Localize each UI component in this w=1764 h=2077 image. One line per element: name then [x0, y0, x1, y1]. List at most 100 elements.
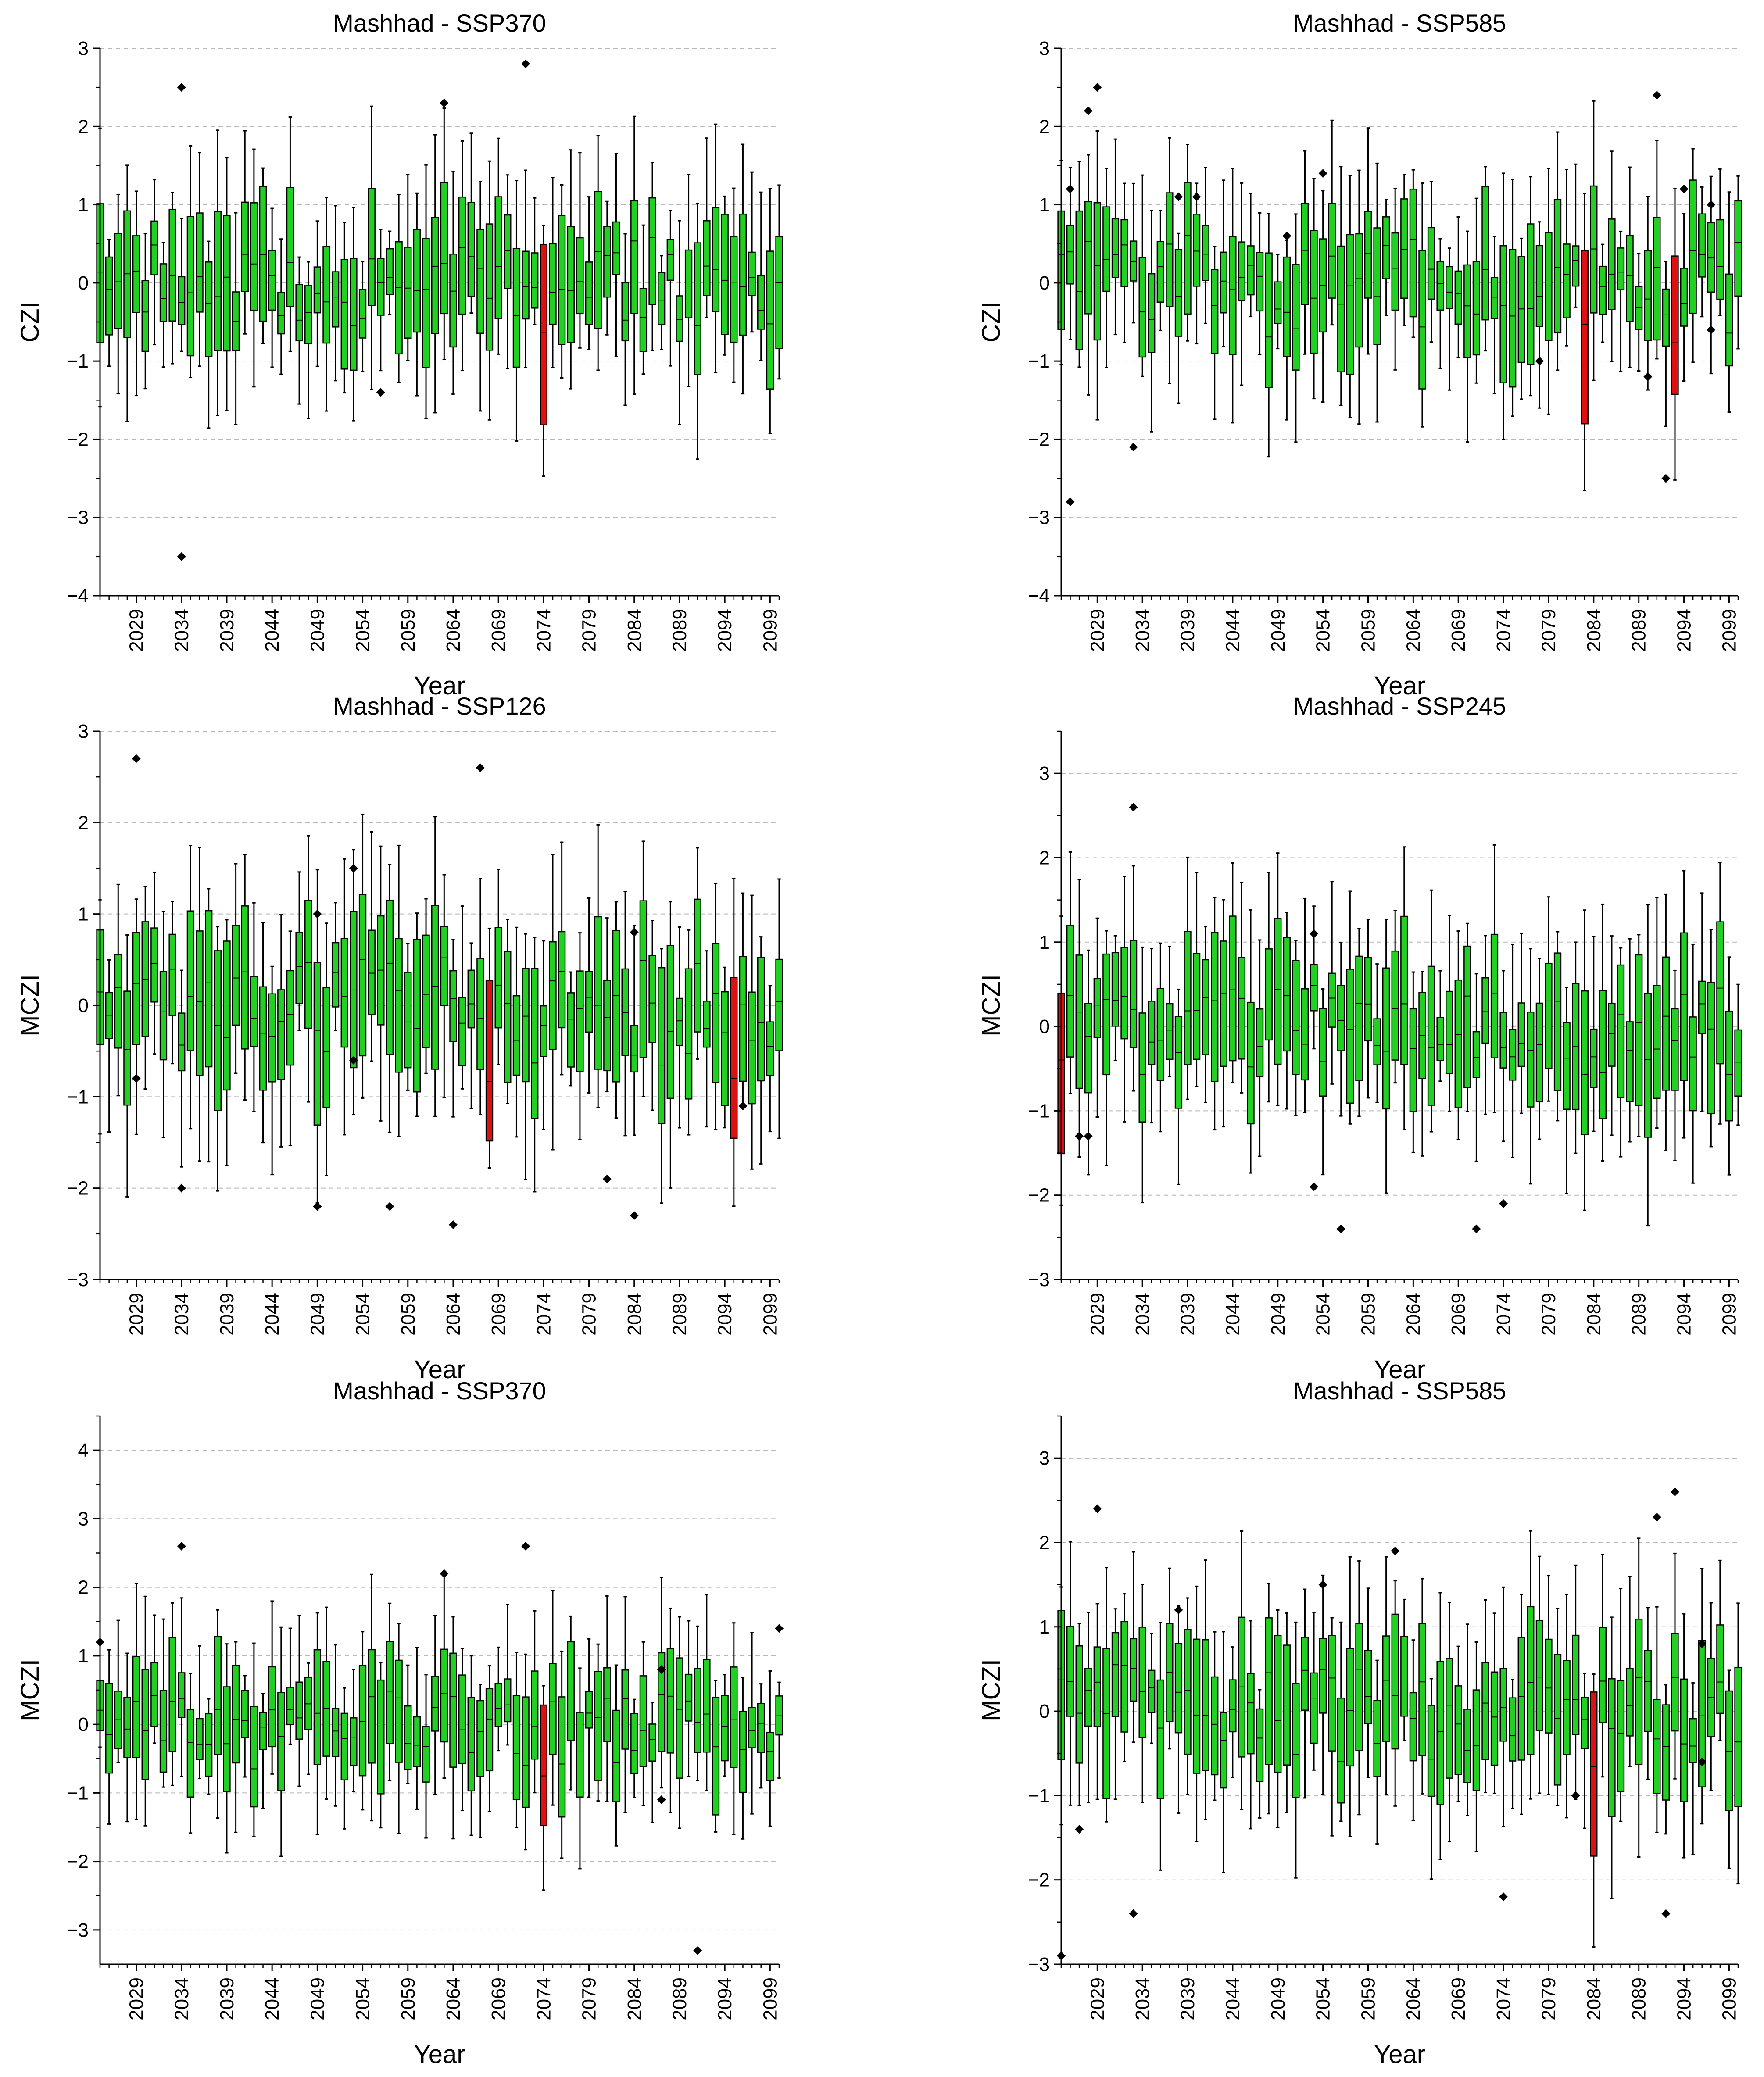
box-2030	[1102, 206, 1110, 292]
y-tick-label: 2	[1039, 116, 1050, 137]
box-2093	[712, 943, 720, 1083]
x-axis-label: Year	[414, 1355, 465, 1384]
box-2042	[1211, 1676, 1219, 1776]
outlier-point	[177, 1183, 186, 1193]
box-2040	[1192, 953, 1201, 1060]
box-2070	[1463, 264, 1471, 358]
x-tick-label: 2059	[1357, 1977, 1379, 2020]
box-2092	[1662, 288, 1670, 347]
x-tick-label: 2084	[1583, 609, 1605, 652]
box-2027	[1075, 210, 1083, 350]
box-2064	[449, 253, 457, 348]
box-2094	[721, 1695, 729, 1762]
box-2053	[350, 258, 358, 371]
box-2086	[648, 955, 656, 1043]
box-2076	[1517, 1002, 1525, 1067]
box-2098	[757, 1703, 765, 1753]
box-2044	[1229, 915, 1237, 1062]
box-2091	[694, 242, 701, 375]
x-tick-label: 2084	[624, 1977, 645, 2020]
box-2077	[567, 226, 575, 343]
y-tick-label: 0	[1039, 1701, 1050, 1722]
box-2058	[1355, 233, 1363, 348]
box-2049	[1274, 1635, 1282, 1773]
box-2095	[1689, 179, 1697, 314]
box-2037	[204, 1713, 213, 1777]
box-2054	[1319, 1638, 1327, 1714]
x-tick-label: 2054	[1313, 609, 1334, 652]
box-2032	[159, 1690, 168, 1773]
box-2060	[413, 229, 421, 333]
x-tick-label: 2089	[1628, 609, 1650, 652]
box-2029	[132, 1656, 140, 1758]
box-2027	[114, 233, 122, 329]
outlier-point	[1697, 1757, 1707, 1766]
box-2065	[458, 196, 466, 315]
x-tick-label: 2054	[1313, 1293, 1334, 1336]
box-2053	[350, 911, 358, 1069]
outlier-point	[1499, 1199, 1508, 1208]
box-2090	[1644, 993, 1652, 1138]
box-2033	[1129, 240, 1138, 282]
x-tick-label: 2069	[488, 609, 509, 652]
x-tick-label: 2029	[126, 1977, 147, 2020]
y-tick-label: −1	[67, 1782, 89, 1804]
box-2052	[340, 1712, 348, 1781]
x-tick-label: 2039	[1177, 609, 1199, 652]
box-2065	[458, 997, 466, 1067]
chart-title: Mashhad - SSP126	[333, 692, 546, 720]
box-2059	[1364, 957, 1372, 1042]
box-2078	[576, 1712, 584, 1798]
box-2037	[1166, 192, 1174, 307]
box-2060	[1373, 227, 1381, 345]
box-2041	[1202, 1639, 1209, 1771]
box-2060	[1373, 1018, 1381, 1065]
box-2064	[449, 970, 457, 1042]
box-2050	[1283, 937, 1291, 1052]
box-2053	[1310, 1672, 1318, 1744]
y-axis-label: MCZI	[16, 974, 44, 1037]
box-2077	[567, 1641, 575, 1741]
box-2052	[1301, 203, 1309, 305]
box-2082	[612, 930, 620, 1083]
box-2043	[259, 186, 267, 322]
x-tick-label: 2039	[216, 1977, 238, 2020]
box-2068	[485, 223, 494, 351]
x-tick-label: 2079	[579, 609, 600, 652]
box-2052	[1301, 1637, 1309, 1711]
box-2080	[1553, 1654, 1562, 1786]
y-tick-label: 0	[78, 995, 89, 1016]
box-2059	[1364, 211, 1372, 299]
x-tick-label: 2039	[1177, 1293, 1199, 1336]
box-2040	[232, 925, 240, 1026]
outlier-point	[448, 1220, 458, 1229]
box-2065	[458, 1674, 466, 1764]
box-2099	[1725, 1011, 1733, 1122]
box-2078	[576, 970, 584, 1072]
box-2034	[1138, 1627, 1146, 1738]
box-2075	[1509, 249, 1517, 388]
y-tick-label: 2	[78, 812, 89, 833]
y-tick-label: 2	[78, 1577, 89, 1598]
outlier-point	[1075, 1825, 1084, 1834]
outlier-point	[602, 1174, 612, 1183]
box-2069	[1454, 979, 1462, 1108]
box-2084	[630, 1025, 638, 1073]
box-2079	[1545, 232, 1553, 341]
x-tick-label: 2099	[1718, 609, 1740, 652]
box-2081	[1563, 1022, 1571, 1110]
box-2064	[449, 1652, 457, 1768]
box-2051	[331, 942, 340, 1008]
y-tick-label: 3	[78, 1508, 89, 1530]
box-2089	[1635, 1618, 1643, 1765]
outlier-point	[738, 1101, 748, 1111]
box-2057	[1346, 969, 1354, 1104]
box-2087	[1617, 1680, 1625, 1792]
outlier-point	[1661, 1909, 1671, 1918]
outlier-point	[440, 1569, 449, 1578]
box-2079	[1545, 962, 1553, 1069]
x-tick-label: 2094	[1674, 1977, 1695, 2020]
box-2090	[684, 968, 693, 1100]
box-2079	[585, 1691, 593, 1729]
box-2073	[1490, 277, 1499, 319]
